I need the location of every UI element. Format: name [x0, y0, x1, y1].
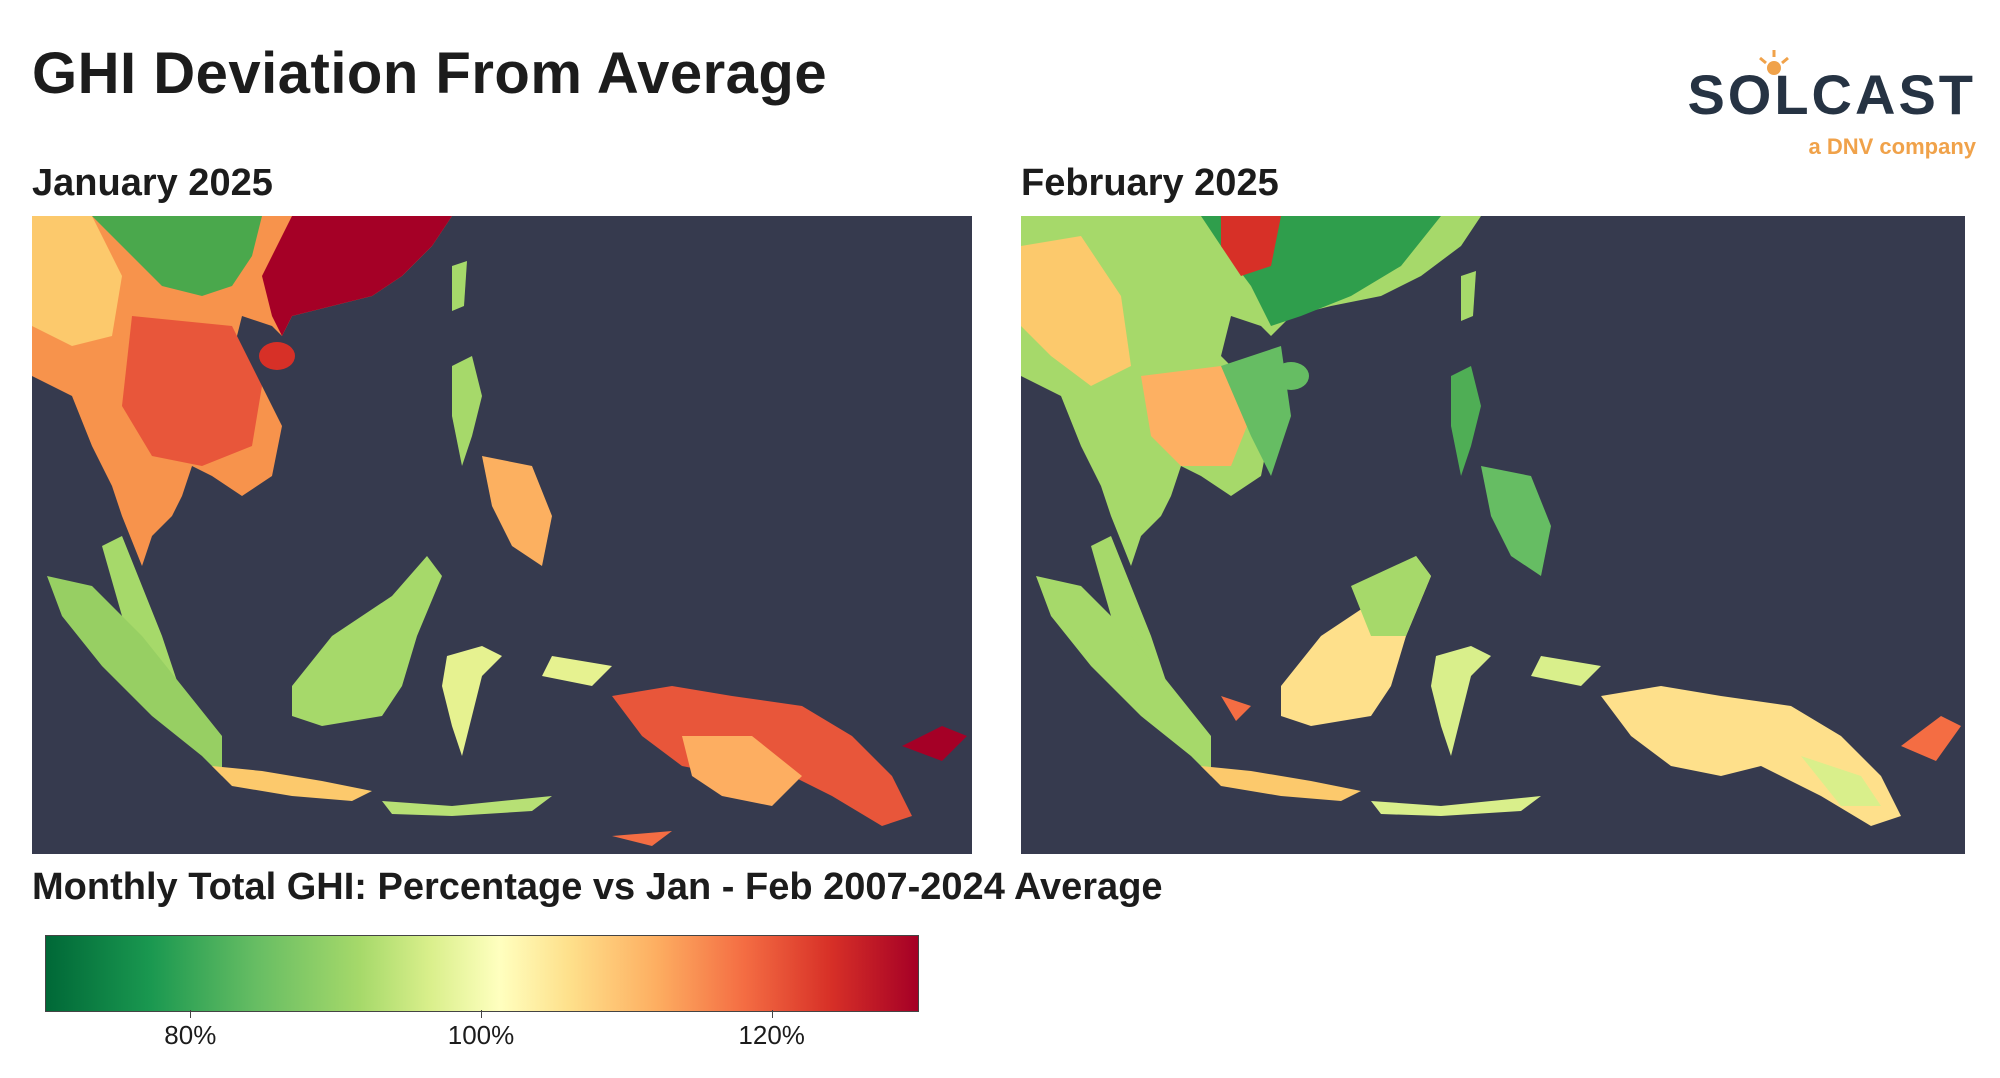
colorbar: [45, 935, 919, 1012]
map-february: [1021, 216, 1965, 854]
land-borneo: [292, 556, 442, 726]
land-philippines: [1451, 366, 1481, 476]
land-taiwan: [452, 261, 467, 311]
land-sumatra: [47, 576, 222, 776]
legend-title: Monthly Total GHI: Percentage vs Jan - F…: [32, 866, 1163, 908]
sun-icon: [1759, 50, 1789, 75]
logo-wordmark: SOLCAST: [1687, 63, 1976, 126]
colorbar-tick: [771, 1010, 773, 1018]
colorbar-tick: [190, 1010, 192, 1018]
map-january: [32, 216, 972, 854]
solcast-logo: SOLCAST a DNV company: [1676, 40, 1976, 170]
land-sulawesi: [1431, 646, 1491, 756]
colorbar-tick: [481, 1010, 482, 1018]
land-taiwan: [1461, 271, 1476, 321]
colorbar-tick-label: 80%: [164, 1020, 217, 1050]
colorbar-tick-label: 120%: [738, 1020, 805, 1050]
logo-tagline: a DNV company: [1808, 134, 1977, 159]
map-label-january: January 2025: [32, 162, 273, 204]
land-sumatra: [1036, 576, 1211, 776]
page-title: GHI Deviation From Average: [32, 41, 828, 106]
colorbar-tick-label: 100%: [447, 1020, 515, 1050]
land-java: [212, 766, 372, 801]
land-philippines: [452, 356, 482, 466]
map-label-february: February 2025: [1021, 162, 1279, 204]
land-java: [1201, 766, 1361, 801]
land-new-guinea: [1601, 686, 1901, 826]
land-sulawesi: [442, 646, 502, 756]
